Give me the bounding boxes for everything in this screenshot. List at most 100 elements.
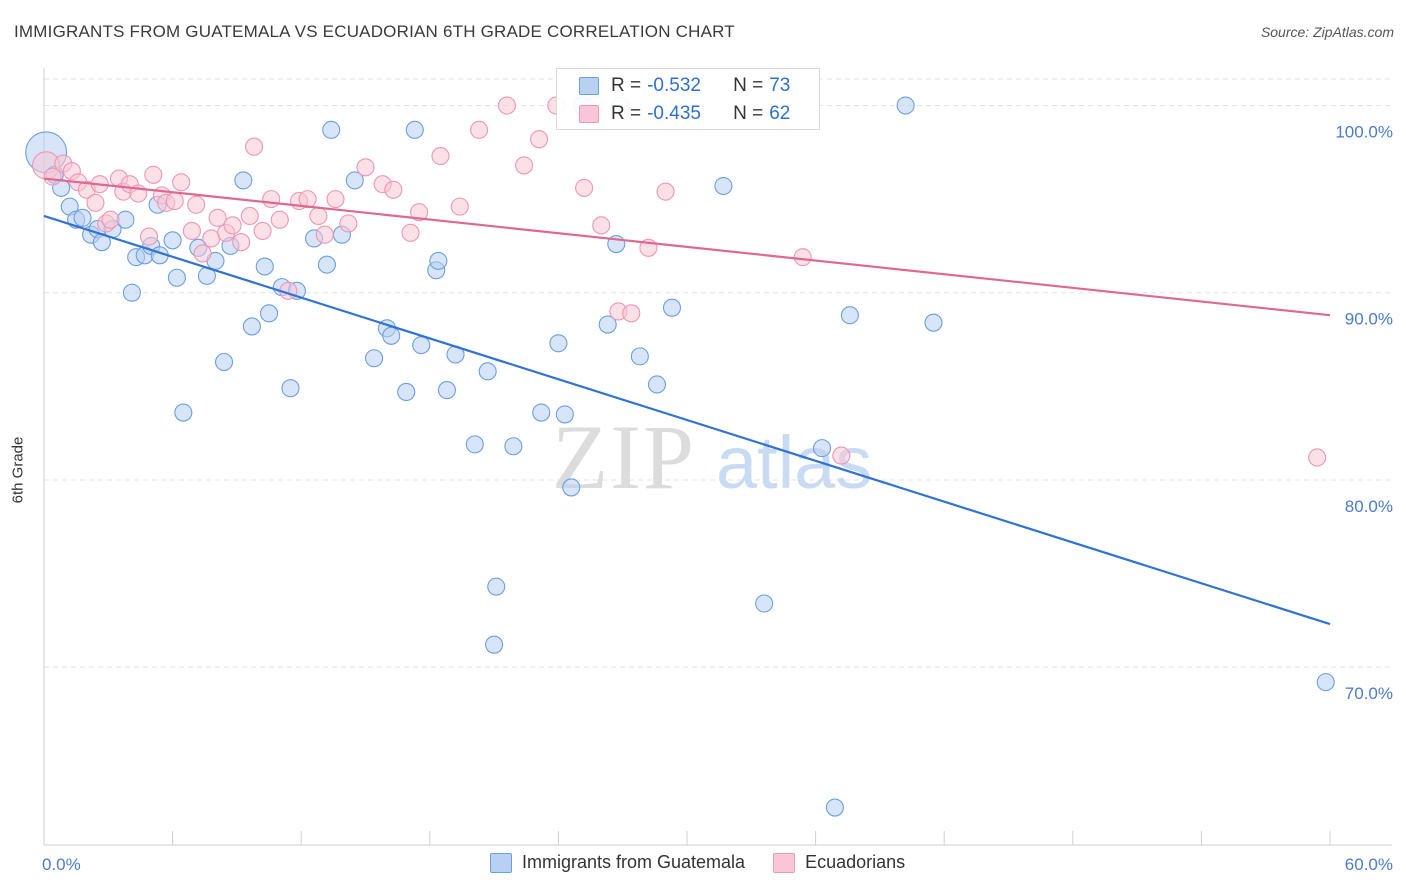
point-ecuadorians (139, 227, 159, 246)
point-ecuadorians (515, 156, 534, 175)
point-guatemala (630, 347, 649, 366)
series-legend: Immigrants from Guatemala Ecuadorians (490, 852, 933, 873)
point-guatemala (397, 382, 416, 402)
point-guatemala (365, 349, 384, 368)
stats-legend: R = -0.532 N = 73 R = -0.435 N = 62 (556, 68, 820, 130)
swatch-blue (579, 77, 599, 95)
n-value: 73 (769, 75, 791, 96)
point-guatemala (485, 635, 504, 654)
point-ecuadorians (401, 223, 420, 242)
point-ecuadorians (431, 147, 450, 166)
point-ecuadorians (530, 130, 549, 149)
point-ecuadorians (450, 197, 469, 216)
point-ecuadorians (339, 214, 358, 233)
point-ecuadorians (172, 173, 191, 192)
point-guatemala (896, 96, 915, 115)
y-tick-label: 80.0% (1345, 497, 1393, 516)
chart-title: IMMIGRANTS FROM GUATEMALA VS ECUADORIAN … (14, 22, 735, 41)
point-guatemala (755, 594, 774, 613)
y-tick-label: 90.0% (1345, 310, 1393, 329)
point-guatemala (167, 268, 186, 287)
point-guatemala (317, 255, 336, 274)
r-label: R = (611, 75, 642, 96)
point-guatemala (412, 336, 431, 355)
x-tick-label: 0.0% (42, 855, 81, 874)
x-tick-labels: 0.0% 60.0% (42, 855, 1393, 874)
point-guatemala (647, 375, 667, 394)
legend-item-ecuadorians[interactable]: Ecuadorians (773, 852, 905, 873)
source-label: Source: ZipAtlas.com (1260, 24, 1394, 40)
point-guatemala (429, 251, 448, 270)
point-guatemala (504, 437, 523, 456)
point-guatemala (478, 362, 497, 381)
point-guatemala (714, 176, 733, 196)
point-ecuadorians (497, 96, 517, 115)
point-guatemala (174, 403, 193, 422)
point-guatemala (840, 306, 859, 325)
point-ecuadorians (410, 203, 429, 222)
watermark-atlas: atlas (716, 421, 872, 504)
y-tick-labels: 100.0% 90.0% 80.0% 70.0% (1335, 123, 1393, 704)
n-label: N = (733, 75, 764, 96)
y-tick-label: 70.0% (1345, 684, 1393, 703)
x-tick-label: 60.0% (1345, 855, 1393, 874)
axes (43, 68, 1392, 846)
point-ecuadorians (592, 216, 611, 235)
swatch-pink (579, 105, 599, 123)
point-guatemala (122, 283, 141, 302)
point-ecuadorians (326, 190, 345, 209)
point-ecuadorians (656, 182, 675, 201)
watermark: ZIP atlas (552, 406, 872, 508)
point-guatemala (555, 405, 574, 424)
point-ecuadorians (253, 221, 272, 241)
point-ecuadorians (575, 178, 594, 197)
point-ecuadorians (1308, 448, 1327, 467)
point-guatemala (259, 304, 279, 323)
legend-swatch-pink (773, 852, 796, 873)
point-guatemala (382, 326, 401, 345)
point-ecuadorians (793, 248, 812, 267)
point-ecuadorians (182, 221, 201, 241)
point-ecuadorians (86, 193, 105, 212)
trend-lines (43, 177, 1331, 626)
point-guatemala (116, 210, 135, 229)
point-guatemala (242, 317, 261, 336)
point-ecuadorians (470, 120, 489, 139)
point-guatemala (662, 298, 682, 317)
r-value: -0.532 (647, 75, 701, 96)
point-ecuadorians (262, 190, 281, 209)
legend-item-guatemala[interactable]: Immigrants from Guatemala (490, 852, 745, 873)
r-value: -0.435 (647, 103, 701, 124)
point-guatemala (562, 478, 581, 497)
point-ecuadorians (193, 244, 212, 263)
point-ecuadorians (315, 225, 334, 244)
point-ecuadorians (208, 208, 227, 227)
point-ecuadorians (309, 206, 328, 226)
point-guatemala (163, 231, 182, 250)
stats-row-ecuadorians: R = -0.435 N = 62 (579, 101, 790, 127)
point-guatemala (322, 120, 341, 139)
r-label: R = (611, 103, 642, 124)
trend-line-ecuadorians (43, 177, 1331, 317)
point-guatemala (598, 315, 617, 334)
point-ecuadorians (165, 191, 184, 211)
point-guatemala (812, 439, 832, 458)
point-ecuadorians (223, 216, 242, 235)
point-guatemala (234, 171, 253, 190)
point-guatemala (281, 379, 300, 398)
y-tick-label: 100.0% (1335, 123, 1393, 142)
point-ecuadorians (832, 446, 851, 465)
trend-line-guatemala (43, 214, 1331, 626)
point-guatemala (73, 208, 92, 227)
point-ecuadorians (384, 180, 403, 199)
point-ecuadorians (202, 229, 221, 248)
point-ecuadorians (144, 165, 163, 184)
n-label: N = (733, 103, 764, 124)
point-ecuadorians (232, 233, 251, 252)
point-guatemala (345, 171, 364, 190)
stats-row-guatemala: R = -0.532 N = 73 (579, 73, 790, 99)
point-guatemala (1316, 673, 1335, 692)
point-guatemala (924, 313, 943, 332)
point-guatemala (825, 798, 844, 817)
